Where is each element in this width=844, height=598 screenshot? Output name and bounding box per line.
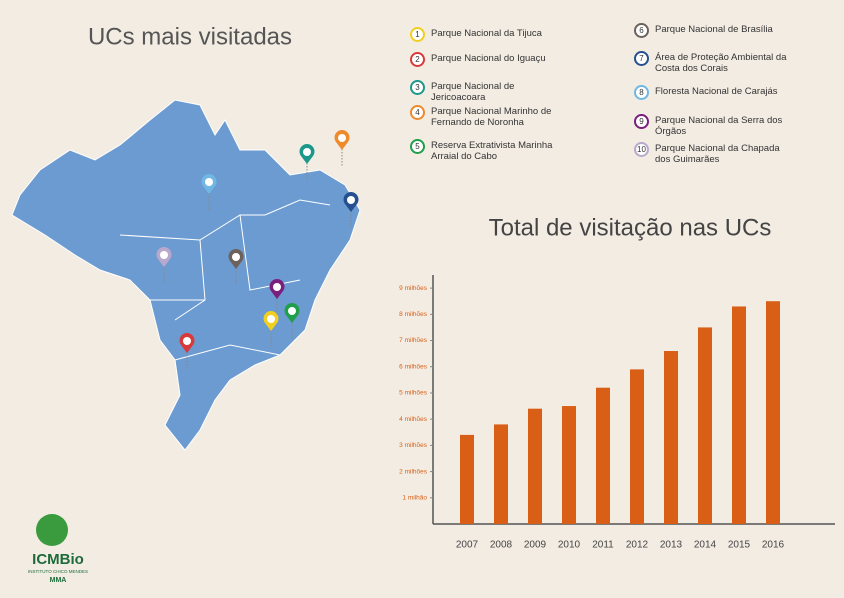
pin-hole: [338, 134, 346, 142]
legend-number: 1: [410, 27, 425, 42]
legend-item: 2 Parque Nacional do Iguaçu: [410, 52, 575, 67]
y-tick-label: 3 milhões: [399, 442, 428, 449]
bar: [494, 424, 508, 524]
pin-hole: [273, 283, 281, 291]
legend-number: 7: [634, 51, 649, 66]
legend-number: 6: [634, 23, 649, 38]
legend-item: 7 Área de Proteção Ambiental da Costa dos…: [634, 51, 834, 74]
legend-label: Parque Nacional de Jericoacoara: [431, 81, 515, 103]
legend-label: Parque Nacional Marinho de Fernando de N…: [431, 106, 552, 128]
logo-name: ICMBio: [32, 551, 84, 568]
legend-item: 1 Parque Nacional da Tijuca: [410, 27, 575, 42]
legend-number: 3: [410, 80, 425, 95]
legend-item: 8 Floresta Nacional de Carajás: [634, 85, 799, 100]
y-tick-label: 5 milhões: [399, 390, 428, 397]
bar: [562, 406, 576, 524]
x-tick-label: 2009: [524, 540, 547, 551]
legend-number: 10: [634, 142, 649, 157]
legend-item: 5 Reserva Extrativista Marinha Arraial do…: [410, 139, 575, 162]
legend-item: 10 Parque Nacional da Chapada dos Guimarã…: [634, 142, 799, 165]
legend-item: 6 Parque Nacional de Brasília: [634, 23, 799, 38]
y-tick-label: 7 milhões: [399, 337, 428, 344]
pin-hole: [288, 307, 296, 315]
logo-subtitle: INSTITUTO CHICO MENDES: [28, 569, 88, 574]
legend-label: Parque Nacional de Brasília: [655, 24, 773, 35]
y-tick-label: 4 milhões: [399, 416, 428, 423]
pin-hole: [160, 251, 168, 259]
y-tick-label: 8 milhões: [399, 311, 428, 318]
legend-item: 9 Parque Nacional da Serra dos Órgãos: [634, 114, 799, 137]
legend-label: Parque Nacional da Tijuca: [431, 28, 542, 39]
legend-label: Parque Nacional da Chapada dos Guimarães: [655, 143, 780, 165]
bar: [766, 301, 780, 524]
bar: [528, 408, 542, 524]
bar: [664, 351, 678, 524]
x-tick-label: 2007: [456, 540, 479, 551]
legend-number: 4: [410, 105, 425, 120]
legend-label: Reserva Extrativista Marinha Arraial do …: [431, 140, 553, 162]
brazil-map: [11, 99, 361, 451]
legend-label: Floresta Nacional de Carajás: [655, 86, 778, 97]
legend-item: 4 Parque Nacional Marinho de Fernando de …: [410, 105, 575, 128]
logo-icon: [36, 514, 68, 546]
x-tick-label: 2016: [762, 540, 785, 551]
pin-hole: [347, 196, 355, 204]
bar: [630, 369, 644, 524]
legend-label: Parque Nacional do Iguaçu: [431, 53, 546, 64]
x-tick-label: 2015: [728, 540, 751, 551]
legend-label: Parque Nacional da Serra dos Órgãos: [655, 115, 783, 137]
chart-title: Total de visitação nas UCs: [489, 214, 772, 241]
bar: [596, 387, 610, 524]
y-tick-label: 2 milhões: [399, 468, 428, 475]
x-tick-label: 2012: [626, 540, 649, 551]
x-tick-label: 2011: [592, 540, 614, 551]
y-tick-label: 6 milhões: [399, 363, 428, 370]
pin-hole: [205, 178, 213, 186]
legend-number: 8: [634, 85, 649, 100]
x-tick-label: 2008: [490, 540, 513, 551]
state-borders: [119, 199, 331, 361]
legend-number: 5: [410, 139, 425, 154]
pin-hole: [303, 148, 311, 156]
bar: [698, 327, 712, 524]
bar: [460, 434, 474, 524]
x-tick-label: 2014: [694, 540, 717, 551]
legend-item: 3 Parque Nacional de Jericoacoara: [410, 80, 575, 103]
pin-hole: [183, 337, 191, 345]
legend-label: Área de Proteção Ambiental da Costa dos …: [655, 52, 787, 74]
pin-hole: [267, 315, 275, 323]
legend-number: 2: [410, 52, 425, 67]
y-tick-label: 9 milhões: [399, 285, 428, 292]
pin-hole: [232, 253, 240, 261]
y-tick-label: 1 milhão: [402, 495, 427, 502]
bar: [732, 306, 746, 524]
x-tick-label: 2010: [558, 540, 581, 551]
legend-number: 9: [634, 114, 649, 129]
logo-ministry: MMA: [50, 577, 67, 584]
x-tick-label: 2013: [660, 540, 683, 551]
title: UCs mais visitadas: [88, 23, 292, 50]
